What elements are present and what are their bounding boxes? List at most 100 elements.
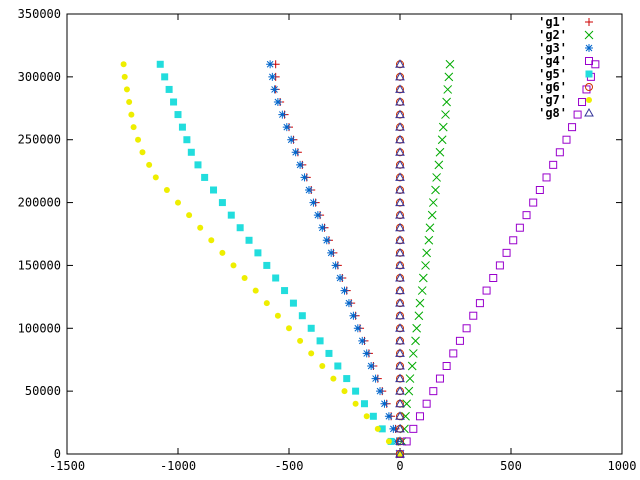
data-point xyxy=(380,399,389,408)
y-tick-label: 100000 xyxy=(18,321,61,335)
data-point xyxy=(578,98,587,106)
data-point xyxy=(218,199,226,207)
data-point xyxy=(334,362,342,370)
data-point xyxy=(449,349,458,358)
data-point xyxy=(322,236,331,245)
data-point xyxy=(289,299,297,307)
data-point xyxy=(272,274,280,282)
data-point xyxy=(307,324,315,332)
data-point xyxy=(374,425,381,432)
data-point xyxy=(395,411,405,420)
data-point xyxy=(395,134,405,144)
data-point xyxy=(555,148,564,157)
data-point xyxy=(152,174,159,181)
data-point xyxy=(395,147,405,156)
data-point xyxy=(395,386,405,395)
data-point xyxy=(178,123,186,131)
y-tick-label: 250000 xyxy=(18,133,61,147)
data-point xyxy=(146,161,153,168)
legend: 'g1''g2''g3''g4''g5''g6''g7''g8' xyxy=(538,15,594,120)
legend-label: 'g8' xyxy=(538,106,567,120)
data-point xyxy=(535,186,544,194)
data-point xyxy=(395,323,405,332)
legend-label: 'g2' xyxy=(538,28,567,42)
data-point xyxy=(252,287,259,294)
y-tick-label: 300000 xyxy=(18,70,61,84)
data-point xyxy=(376,387,385,396)
data-point xyxy=(156,60,164,68)
data-point xyxy=(369,412,377,420)
series-3 xyxy=(266,60,404,458)
legend-label: 'g3' xyxy=(538,41,567,55)
data-point xyxy=(135,136,142,143)
data-point xyxy=(395,184,405,194)
data-point xyxy=(415,412,424,421)
data-point xyxy=(425,223,435,233)
data-point xyxy=(395,348,405,357)
data-point xyxy=(395,96,405,106)
legend-marker xyxy=(586,97,592,103)
data-point xyxy=(395,298,405,307)
data-point xyxy=(529,198,538,207)
data-point xyxy=(445,59,455,69)
data-point xyxy=(429,387,438,396)
data-point xyxy=(395,59,405,68)
data-point xyxy=(549,160,558,169)
data-point xyxy=(441,110,450,119)
data-point xyxy=(186,212,193,219)
y-tick-label: 200000 xyxy=(18,196,61,210)
series-6 xyxy=(396,60,404,458)
data-point xyxy=(300,173,309,182)
data-point xyxy=(455,336,464,345)
data-point xyxy=(273,98,282,106)
data-point xyxy=(395,71,405,81)
data-point xyxy=(395,122,405,131)
data-point xyxy=(352,400,359,407)
data-point xyxy=(395,310,405,320)
data-point xyxy=(395,436,405,445)
data-point xyxy=(395,448,405,458)
data-point xyxy=(475,299,484,308)
data-point xyxy=(274,312,281,319)
data-point xyxy=(502,248,511,257)
data-point xyxy=(236,224,244,232)
data-point xyxy=(427,210,437,220)
legend-marker xyxy=(585,18,593,26)
data-point xyxy=(395,222,405,232)
data-point xyxy=(187,148,195,156)
data-point xyxy=(522,211,531,220)
data-point xyxy=(297,337,304,344)
data-point xyxy=(422,399,431,408)
data-point xyxy=(161,73,169,81)
data-point xyxy=(268,72,277,81)
data-point xyxy=(352,387,360,395)
legend-label: 'g4' xyxy=(538,54,567,68)
data-point xyxy=(395,335,405,345)
data-point xyxy=(482,286,491,295)
data-point xyxy=(263,261,271,269)
y-tick-label: 150000 xyxy=(18,258,61,272)
data-point xyxy=(408,349,418,358)
data-point xyxy=(170,98,178,106)
data-point xyxy=(395,109,405,119)
x-tick-label: 500 xyxy=(500,459,522,473)
data-point xyxy=(128,111,135,118)
data-point xyxy=(407,361,417,371)
data-point xyxy=(405,374,415,383)
data-point xyxy=(353,324,362,333)
series-1 xyxy=(271,60,404,458)
data-point xyxy=(363,413,370,420)
data-point xyxy=(263,300,270,307)
data-point xyxy=(371,374,380,383)
legend-marker xyxy=(584,30,594,40)
data-point xyxy=(417,286,427,295)
data-point xyxy=(174,111,182,119)
data-point xyxy=(437,135,447,145)
data-point xyxy=(308,350,315,357)
data-point xyxy=(395,360,405,370)
data-point xyxy=(435,147,445,157)
plot-frame xyxy=(66,13,623,455)
data-point xyxy=(432,173,441,182)
data-point xyxy=(412,323,422,333)
